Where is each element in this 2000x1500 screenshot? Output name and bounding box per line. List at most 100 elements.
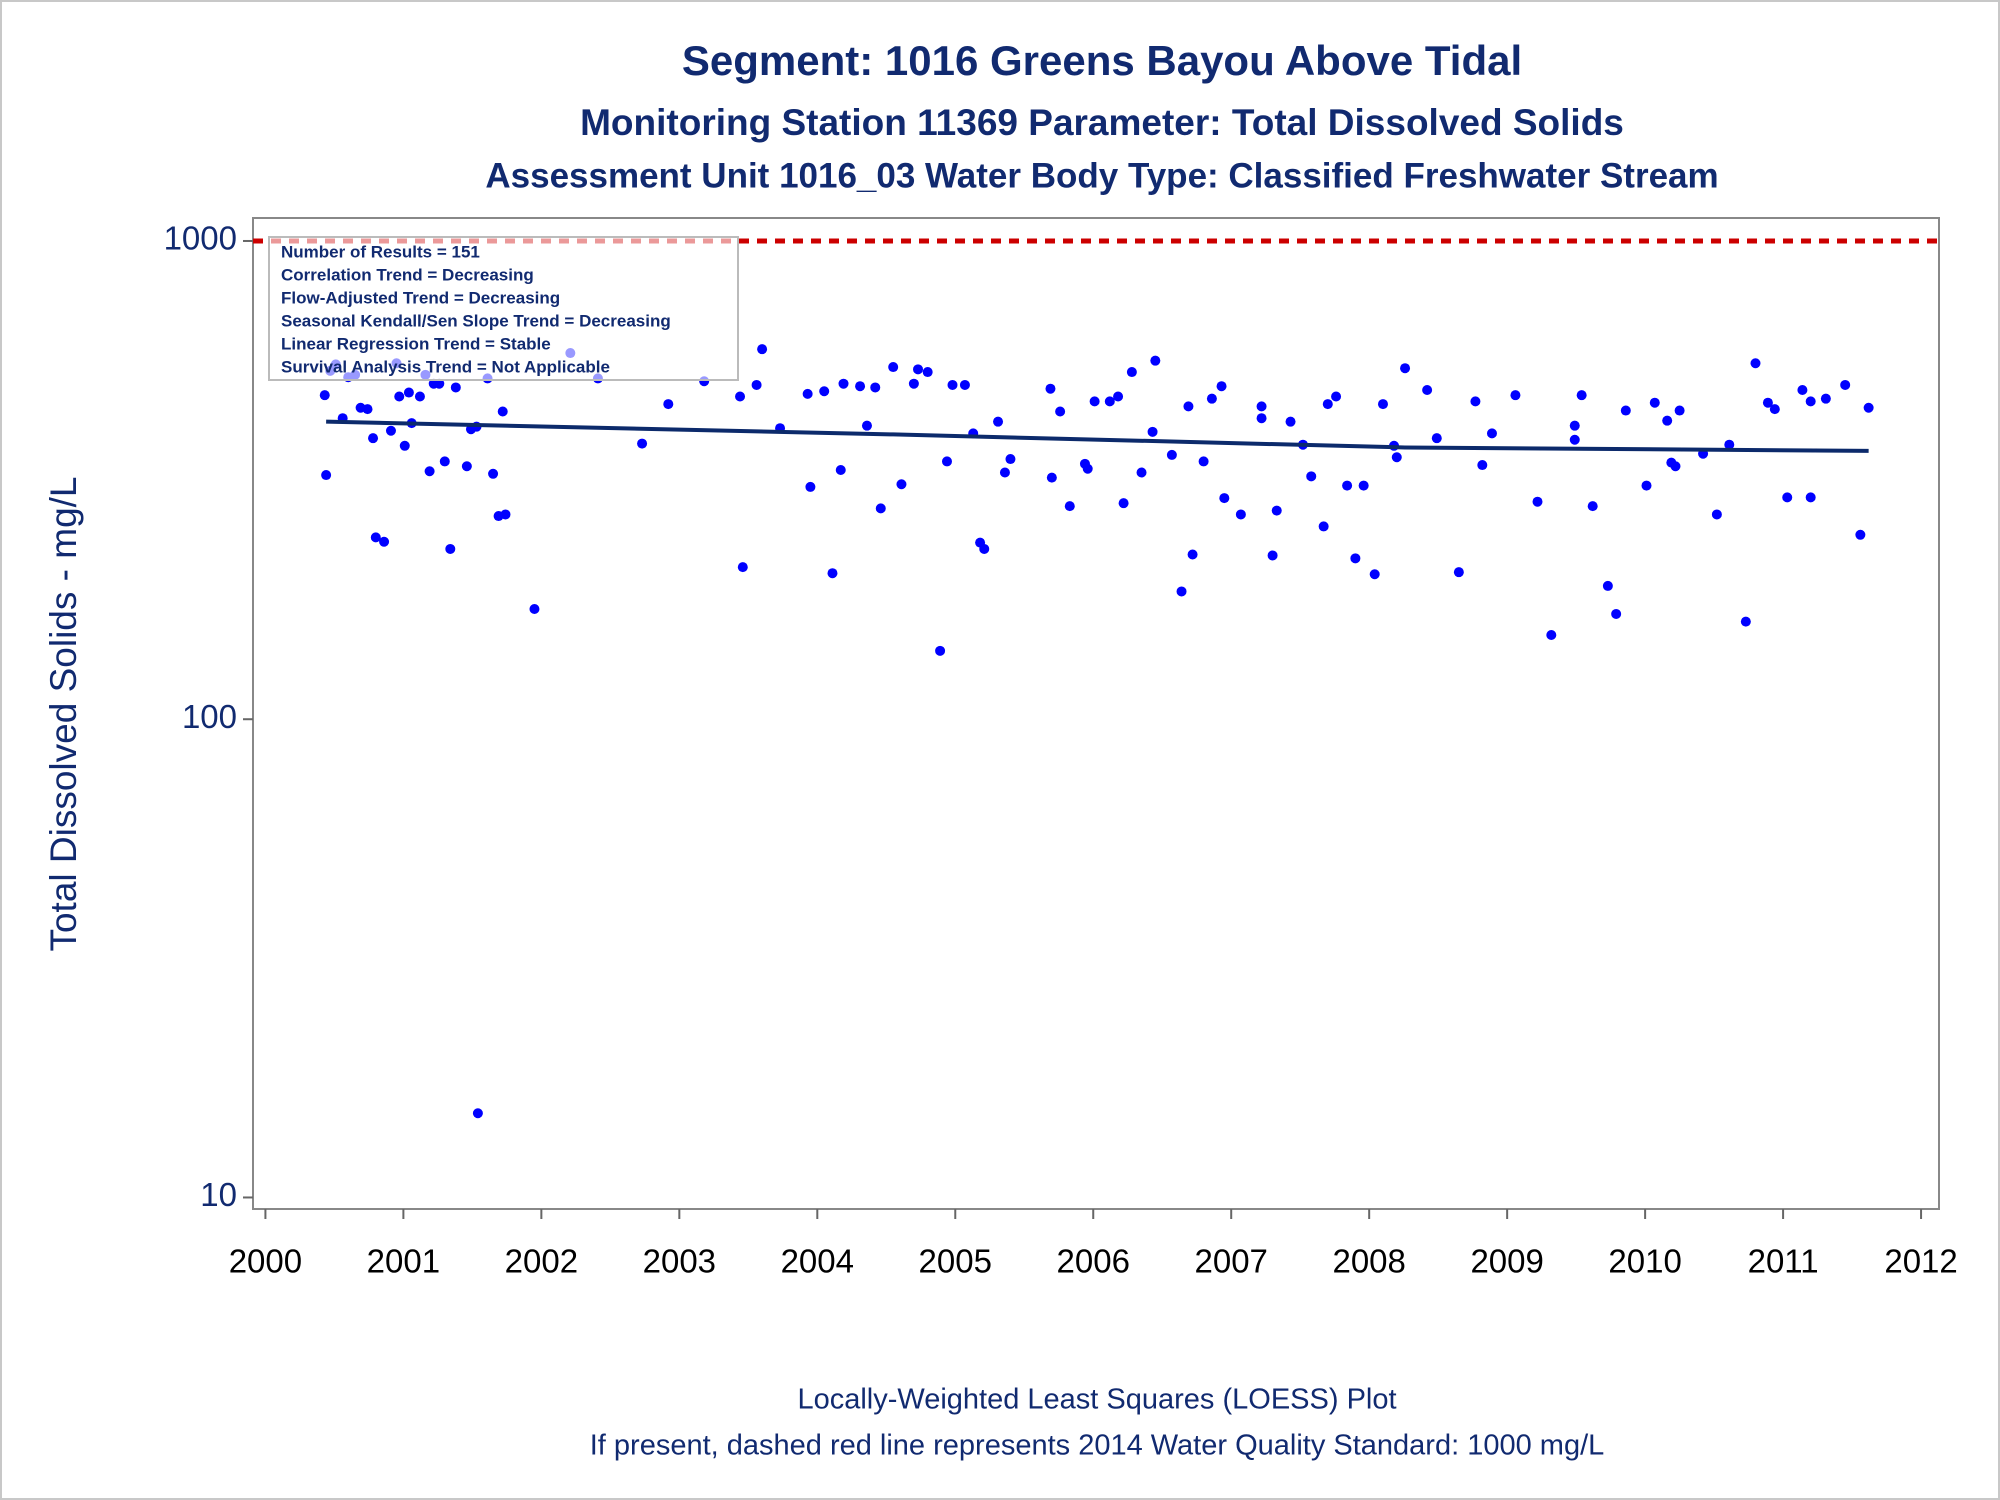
- data-point: [1104, 396, 1115, 407]
- y-tick-label: 1000: [164, 220, 237, 257]
- x-tick-label: 2002: [505, 1243, 578, 1280]
- data-point: [488, 468, 499, 479]
- stats-line: Linear Regression Trend = Stable: [281, 334, 551, 353]
- data-point: [1150, 355, 1161, 366]
- data-point: [1863, 402, 1874, 413]
- x-tick-label: 2003: [643, 1243, 716, 1280]
- data-point: [1256, 413, 1267, 424]
- data-point: [1285, 416, 1296, 427]
- data-point: [1576, 390, 1587, 401]
- data-point: [529, 604, 540, 615]
- data-point: [1391, 452, 1402, 463]
- data-point: [1711, 509, 1722, 520]
- data-point: [1569, 420, 1580, 431]
- data-point: [1342, 480, 1353, 491]
- data-point: [993, 416, 1004, 427]
- data-point: [1431, 433, 1442, 444]
- data-point: [370, 532, 381, 543]
- data-point: [1206, 393, 1217, 404]
- data-point: [1470, 396, 1481, 407]
- data-point: [1641, 480, 1652, 491]
- data-point: [1045, 383, 1056, 394]
- data-point: [1740, 616, 1751, 627]
- data-point: [1306, 471, 1317, 482]
- y-tick-label: 100: [182, 698, 237, 735]
- x-tick-label: 2010: [1608, 1243, 1681, 1280]
- data-point: [1350, 553, 1361, 564]
- data-point: [1369, 569, 1380, 580]
- data-point: [979, 543, 990, 554]
- data-point: [1046, 472, 1057, 483]
- data-point: [1331, 391, 1342, 402]
- data-point: [1089, 396, 1100, 407]
- chart-title: Segment: 1016 Greens Bayou Above Tidal: [682, 37, 1522, 84]
- data-point: [414, 391, 425, 402]
- data-point: [805, 481, 816, 492]
- x-tick-label: 2000: [229, 1243, 302, 1280]
- data-point: [1805, 492, 1816, 503]
- data-point: [1118, 498, 1129, 509]
- footnote: Locally-Weighted Least Squares (LOESS) P…: [797, 1384, 1396, 1416]
- data-point: [1147, 426, 1158, 437]
- data-point: [838, 378, 849, 389]
- data-point: [1166, 449, 1177, 460]
- data-point: [913, 364, 924, 375]
- data-point: [450, 382, 461, 393]
- data-point: [472, 1108, 483, 1119]
- data-point: [424, 466, 435, 477]
- data-point: [1187, 549, 1198, 560]
- x-tick-label: 2006: [1057, 1243, 1130, 1280]
- data-point: [1113, 391, 1124, 402]
- data-point: [434, 378, 445, 389]
- data-point: [1400, 363, 1411, 374]
- data-point: [1670, 461, 1681, 472]
- data-point: [1219, 493, 1230, 504]
- data-point: [1064, 501, 1075, 512]
- data-point: [1422, 384, 1433, 395]
- data-point: [1611, 608, 1622, 619]
- data-point: [1820, 393, 1831, 404]
- data-point: [819, 386, 830, 397]
- data-point: [1797, 384, 1808, 395]
- data-point: [461, 461, 472, 472]
- data-point: [835, 464, 846, 475]
- data-point: [321, 470, 332, 481]
- data-point: [1005, 454, 1016, 465]
- data-point: [1840, 379, 1851, 390]
- data-point: [1322, 399, 1333, 410]
- x-tick-label: 2012: [1884, 1243, 1957, 1280]
- data-point: [399, 440, 410, 451]
- chart-subtitle: Assessment Unit 1016_03 Water Body Type:…: [485, 156, 1718, 195]
- data-point: [1216, 381, 1227, 392]
- data-point: [1587, 501, 1598, 512]
- data-point: [1136, 467, 1147, 478]
- data-point: [1358, 480, 1369, 491]
- data-point: [403, 387, 414, 398]
- x-tick-label: 2005: [919, 1243, 992, 1280]
- data-point: [1649, 397, 1660, 408]
- data-point: [1762, 397, 1773, 408]
- data-point: [1546, 630, 1557, 641]
- loess-line: [326, 419, 1869, 453]
- x-tick-label: 2001: [367, 1243, 440, 1280]
- data-point: [319, 390, 330, 401]
- stats-line: Number of Results = 151: [281, 242, 480, 261]
- data-point: [1176, 586, 1187, 597]
- data-point: [827, 568, 838, 579]
- data-point: [1602, 580, 1613, 591]
- chart-subtitle: Monitoring Station 11369 Parameter: Tota…: [580, 102, 1624, 143]
- data-point: [875, 503, 886, 514]
- data-point: [870, 382, 881, 393]
- data-point: [855, 381, 866, 392]
- x-tick-label: 2008: [1332, 1243, 1405, 1280]
- plot-frame: [252, 217, 1940, 1210]
- data-point: [394, 391, 405, 402]
- stats-line: Correlation Trend = Decreasing: [281, 265, 534, 284]
- data-point: [1235, 509, 1246, 520]
- data-point: [385, 425, 396, 436]
- data-point: [896, 479, 907, 490]
- data-point: [1620, 405, 1631, 416]
- data-point: [637, 438, 648, 449]
- stats-box: [268, 236, 739, 381]
